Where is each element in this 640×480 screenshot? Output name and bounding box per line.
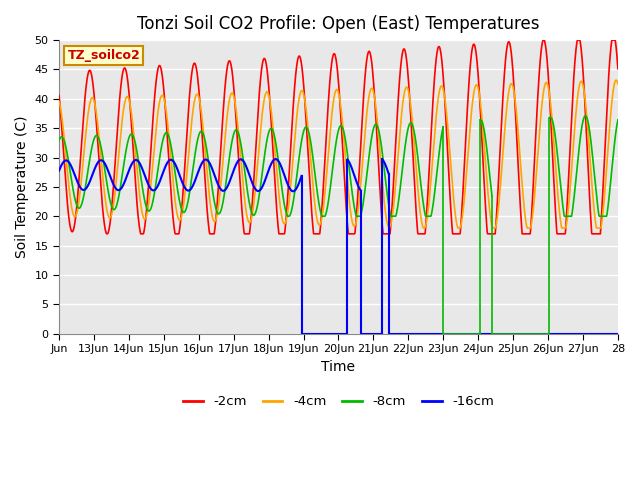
Legend: -2cm, -4cm, -8cm, -16cm: -2cm, -4cm, -8cm, -16cm	[178, 390, 499, 414]
Y-axis label: Soil Temperature (C): Soil Temperature (C)	[15, 116, 29, 258]
Title: Tonzi Soil CO2 Profile: Open (East) Temperatures: Tonzi Soil CO2 Profile: Open (East) Temp…	[137, 15, 540, 33]
Text: TZ_soilco2: TZ_soilco2	[67, 49, 140, 62]
X-axis label: Time: Time	[321, 360, 355, 373]
